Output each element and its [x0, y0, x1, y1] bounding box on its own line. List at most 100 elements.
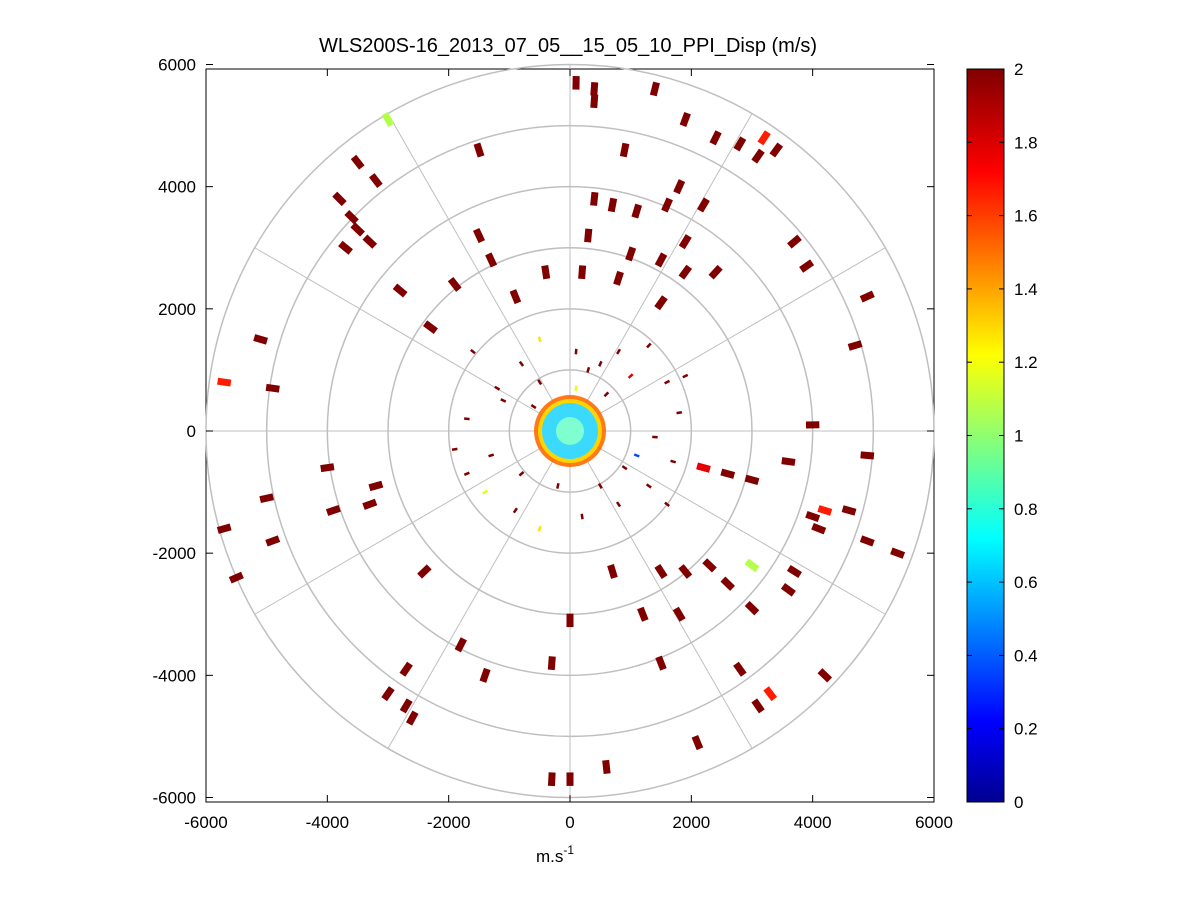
data-point — [780, 583, 796, 597]
data-point — [338, 240, 353, 255]
data-point — [654, 295, 668, 311]
colorbar-ticks: 2 1.8 1.6 1.4 1.2 1 0.8 0.6 0.4 0.2 0 — [967, 60, 1038, 812]
data-point — [253, 334, 268, 345]
data-point — [228, 571, 244, 584]
data-point — [344, 210, 359, 225]
data-point — [787, 234, 802, 249]
data-point — [625, 246, 637, 262]
data-point — [720, 576, 735, 591]
data-point — [454, 637, 467, 653]
data-point — [709, 130, 722, 146]
data-point — [631, 203, 643, 219]
inner-data-point — [598, 360, 603, 367]
data-point — [654, 252, 668, 268]
data-point — [541, 265, 551, 280]
inner-data-point — [574, 385, 578, 392]
inner-data-point — [646, 342, 652, 349]
polar-spoke — [254, 247, 571, 432]
inner-data-point — [463, 471, 470, 476]
colorbar-tick-label: 1.6 — [1014, 207, 1038, 226]
y-tick-label: 0 — [187, 422, 196, 441]
colorbar-tick-label: 1.4 — [1014, 280, 1038, 299]
data-points — [216, 76, 906, 787]
data-point — [678, 564, 693, 579]
data-point — [859, 535, 875, 547]
plot-area: -6000 -4000 -2000 0 2000 4000 6000 6000 4000 200… — [153, 56, 953, 833]
colorbar-tick-label: 0.6 — [1014, 573, 1038, 592]
data-point — [584, 228, 593, 243]
polar-spoke — [569, 113, 753, 432]
inner-data-point — [621, 465, 628, 471]
data-point — [332, 191, 347, 207]
y-tick-label: -4000 — [153, 666, 196, 685]
inner-data-point — [627, 373, 634, 379]
data-point — [447, 276, 462, 292]
data-point — [368, 480, 384, 492]
data-point — [619, 142, 630, 158]
x-axis-label-base: m.s — [536, 847, 563, 866]
data-point — [417, 564, 432, 579]
inner-data-point — [580, 513, 584, 520]
inner-data-point — [616, 348, 622, 355]
data-point — [381, 686, 395, 702]
x-tick-label: -2000 — [427, 813, 470, 832]
data-point — [860, 451, 875, 460]
inner-data-point — [615, 501, 622, 508]
inner-data-point — [556, 483, 560, 489]
inner-data-point — [603, 391, 610, 398]
x-axis-label: m.s-1 — [536, 843, 574, 866]
inner-data-point — [537, 525, 542, 532]
data-point — [751, 148, 765, 164]
data-point — [817, 505, 833, 516]
data-point — [265, 383, 280, 393]
inner-data-point — [597, 482, 603, 489]
data-point — [405, 710, 419, 726]
inner-data-point — [518, 471, 525, 477]
data-point — [661, 197, 673, 213]
colorbar-tick-label: 0.8 — [1014, 500, 1038, 519]
data-point — [733, 136, 747, 152]
x-tick-label: 4000 — [794, 813, 832, 832]
data-point — [216, 523, 232, 534]
inner-data-point — [537, 336, 542, 343]
data-point — [744, 474, 760, 485]
data-point — [259, 493, 274, 504]
y-tick-label: -2000 — [153, 544, 196, 563]
data-point — [678, 264, 693, 280]
inner-data-point — [500, 398, 507, 403]
inner-data-point — [464, 417, 470, 421]
inner-data-point — [488, 453, 495, 458]
colorbar-tick-label: 1.8 — [1014, 133, 1038, 152]
colorbar-tick-label: 1.2 — [1014, 353, 1038, 372]
chart-title: WLS200S-16_2013_07_05__15_05_10_PPI_Disp… — [319, 35, 817, 57]
core-center — [556, 417, 584, 445]
data-point — [602, 759, 611, 775]
data-point — [590, 191, 599, 206]
data-point — [350, 222, 365, 237]
inner-data-point — [664, 501, 671, 507]
data-point — [655, 655, 667, 671]
inner-data-point — [586, 366, 591, 373]
colorbar-tick-label: 0 — [1014, 793, 1023, 812]
data-point — [679, 111, 691, 127]
data-point — [859, 290, 875, 303]
data-point — [473, 142, 485, 158]
data-point — [590, 94, 599, 109]
data-point — [578, 265, 587, 280]
data-point — [362, 498, 378, 510]
data-point — [696, 462, 711, 473]
polar-spoke — [254, 430, 571, 615]
y-axis-ticks: 6000 4000 2000 0 -2000 -4000 -6000 — [153, 56, 934, 808]
inner-data-point — [518, 360, 525, 367]
data-point — [381, 111, 395, 128]
data-point — [805, 510, 821, 523]
data-point — [547, 656, 556, 671]
data-point — [811, 523, 827, 535]
data-point — [847, 340, 863, 351]
data-point — [751, 698, 765, 714]
data-point — [485, 252, 498, 268]
x-tick-label: 0 — [565, 813, 574, 832]
x-tick-label: 2000 — [672, 813, 710, 832]
data-point — [678, 234, 692, 250]
